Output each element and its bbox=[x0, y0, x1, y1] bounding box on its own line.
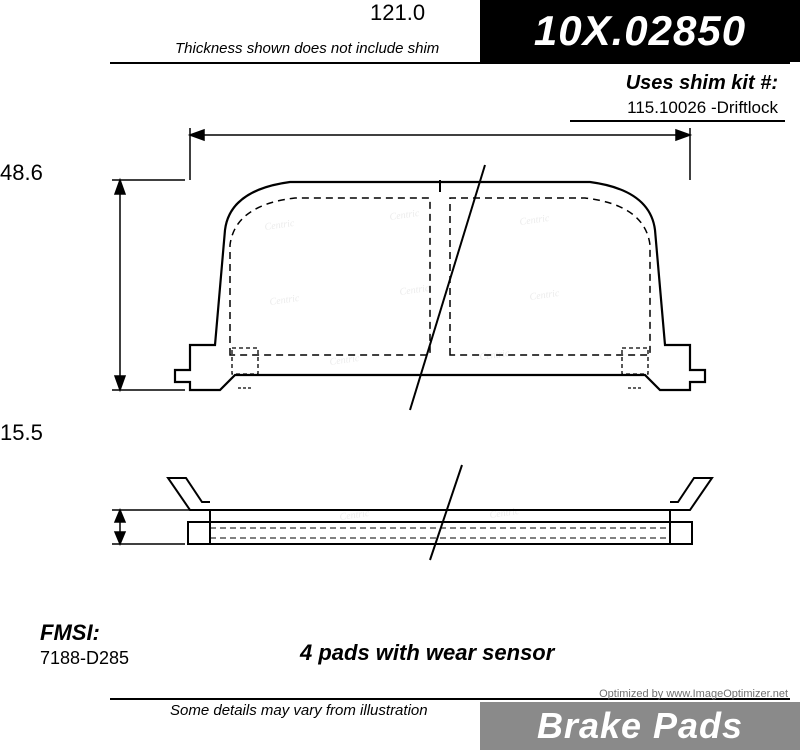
top-rule bbox=[110, 62, 790, 64]
part-number-banner: 10X.02850 bbox=[480, 0, 800, 62]
brake-pad-drawing: Centric Centric Centric Centric Centric … bbox=[90, 120, 770, 650]
dimension-width: 121.0 bbox=[370, 0, 425, 26]
svg-text:Centric: Centric bbox=[264, 218, 296, 233]
svg-text:Centric: Centric bbox=[269, 293, 301, 308]
svg-text:Centric: Centric bbox=[519, 213, 551, 228]
fmsi-value: 7188-D285 bbox=[40, 648, 129, 669]
svg-text:Centric: Centric bbox=[399, 283, 431, 298]
thickness-note: Thickness shown does not include shim bbox=[175, 40, 439, 57]
svg-text:Centric: Centric bbox=[389, 208, 421, 223]
details-vary-note: Some details may vary from illustration bbox=[170, 702, 428, 719]
diagram-container: 10X.02850 Thickness shown does not inclu… bbox=[0, 0, 800, 750]
pads-sensor-note: 4 pads with wear sensor bbox=[300, 640, 554, 666]
svg-text:Centric: Centric bbox=[479, 348, 511, 363]
svg-text:Centric: Centric bbox=[329, 353, 361, 368]
category-banner: Brake Pads bbox=[480, 702, 800, 750]
fmsi-block: FMSI: 7188-D285 bbox=[40, 620, 129, 669]
shim-kit-value: 115.10026 -Driftlock bbox=[627, 98, 778, 118]
svg-text:Centric: Centric bbox=[529, 288, 561, 303]
shim-kit-label: Uses shim kit #: bbox=[626, 72, 778, 95]
svg-text:Centric: Centric bbox=[489, 506, 521, 521]
dimension-height: 48.6 bbox=[0, 160, 43, 186]
dimension-thickness: 15.5 bbox=[0, 420, 43, 446]
fmsi-label: FMSI: bbox=[40, 620, 129, 646]
optimizer-credit: Optimized by www.ImageOptimizer.net bbox=[599, 688, 788, 700]
